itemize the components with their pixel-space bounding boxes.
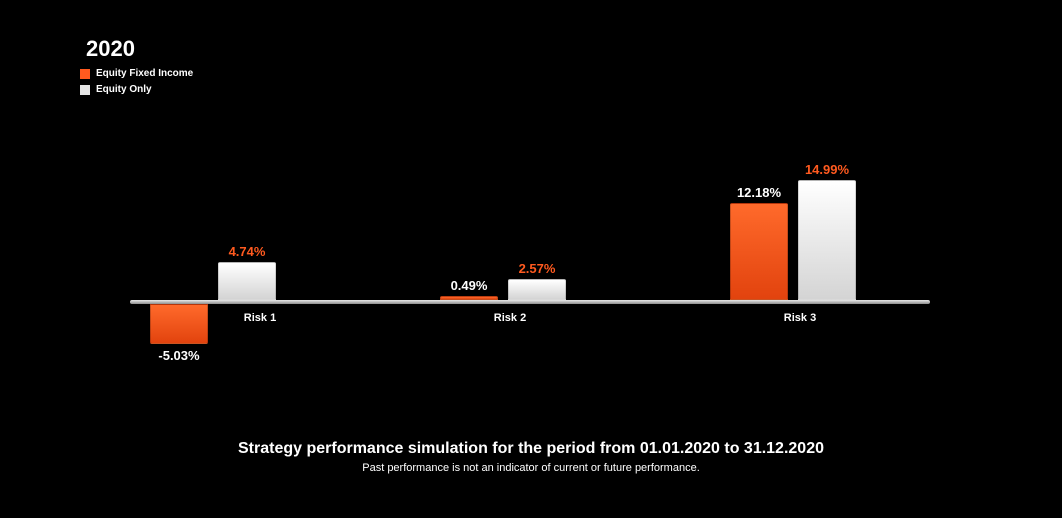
caption-sub: Past performance is not an indicator of … xyxy=(0,462,1062,474)
category-label: Risk 2 xyxy=(470,312,550,324)
bar-value-label: 4.74% xyxy=(207,244,287,259)
bar-value-label: 12.18% xyxy=(719,185,799,200)
legend-swatch-icon xyxy=(80,85,90,95)
bar-chart: -5.03% 4.74% Risk 1 0.49% 2.57% Risk 2 12.18% 1… xyxy=(130,120,930,400)
bar-value-label: 14.99% xyxy=(787,162,867,177)
bar-value-label: -5.03% xyxy=(139,348,219,363)
caption-main: Strategy performance simulation for the … xyxy=(0,440,1062,458)
bar-value-label: 2.57% xyxy=(497,261,577,276)
chart-baseline xyxy=(130,300,930,304)
caption: Strategy performance simulation for the … xyxy=(0,440,1062,474)
bar xyxy=(150,304,208,344)
bar xyxy=(218,262,276,300)
chart-page: 2020 Equity Fixed Income Equity Only -5.… xyxy=(0,0,1062,518)
legend-label: Equity Only xyxy=(96,82,152,98)
bar xyxy=(730,203,788,300)
category-label: Risk 1 xyxy=(220,312,300,324)
bar xyxy=(798,180,856,300)
legend-item: Equity Fixed Income xyxy=(80,66,193,82)
legend: Equity Fixed Income Equity Only xyxy=(80,66,193,98)
legend-item: Equity Only xyxy=(80,82,193,98)
category-label: Risk 3 xyxy=(760,312,840,324)
legend-label: Equity Fixed Income xyxy=(96,66,193,82)
bar xyxy=(508,279,566,300)
chart-title: 2020 xyxy=(86,36,135,62)
legend-swatch-icon xyxy=(80,69,90,79)
bar-group: 12.18%14.99%Risk 3 xyxy=(730,120,930,400)
bar-group: -5.03%4.74%Risk 1 xyxy=(150,120,350,400)
bar-group: 0.49%2.57%Risk 2 xyxy=(440,120,640,400)
bar-value-label: 0.49% xyxy=(429,278,509,293)
